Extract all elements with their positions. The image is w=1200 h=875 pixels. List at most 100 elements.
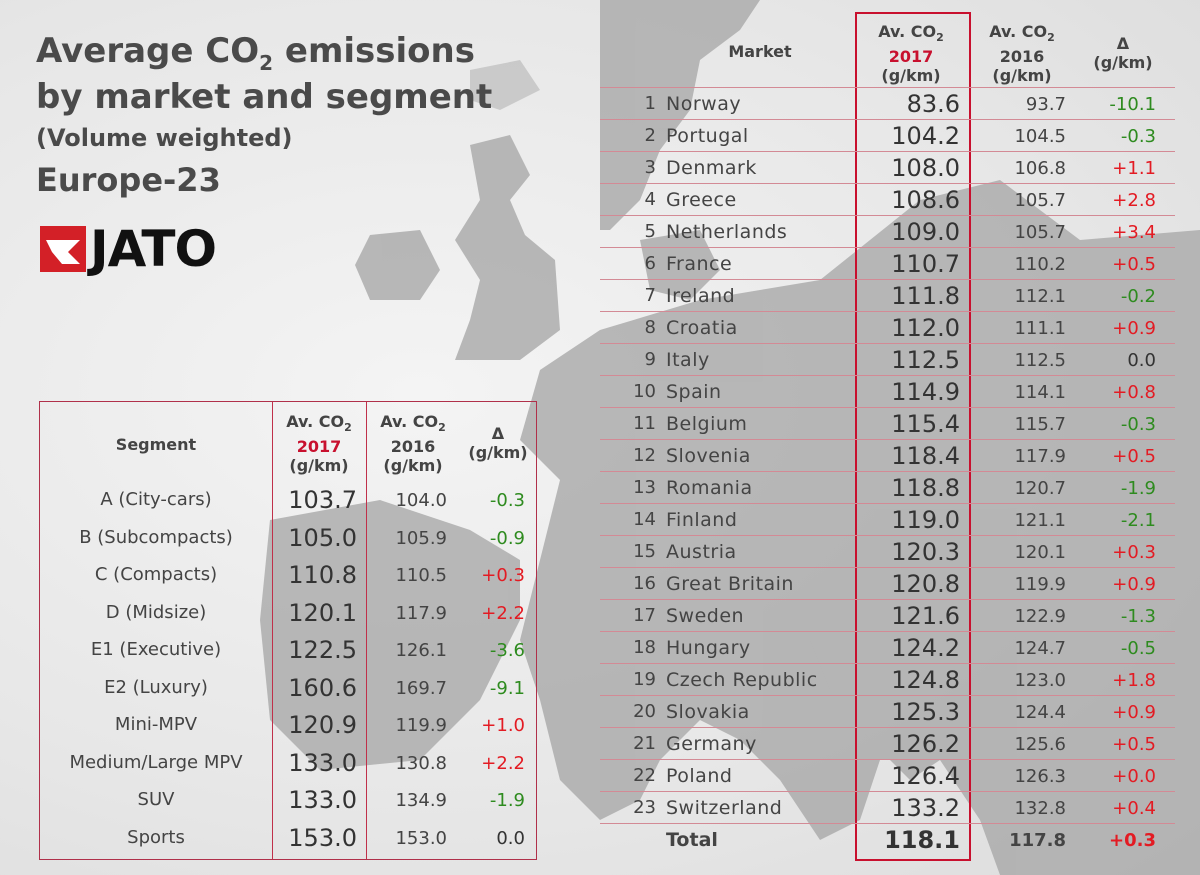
segment-name: Sports — [127, 826, 185, 848]
segment-value-2017: 110.8 — [288, 561, 357, 589]
market-name: Slovakia — [666, 701, 750, 723]
market-value-2017: 115.4 — [891, 410, 960, 438]
market-name: Denmark — [666, 157, 757, 179]
market-row-divider — [600, 599, 1175, 600]
market-row-divider — [600, 759, 1175, 760]
market-value-2017: 125.3 — [891, 698, 960, 726]
market-rank: 13 — [633, 477, 656, 498]
market-delta: -0.2 — [1120, 286, 1156, 307]
market-delta: -0.3 — [1120, 126, 1156, 147]
segment-name: Medium/Large MPV — [69, 751, 243, 773]
market-total-divider — [600, 823, 1175, 824]
market-delta: +0.8 — [1112, 382, 1156, 403]
segment-name: SUV — [137, 789, 175, 810]
segment-value-2017: 120.1 — [288, 598, 357, 627]
segment-delta: -1.9 — [489, 790, 525, 811]
market-name: Austria — [666, 541, 737, 563]
title-subtitle: (Volume weighted) — [36, 124, 293, 152]
segment-value-2016: 117.9 — [395, 602, 447, 624]
market-value-2016: 114.1 — [1014, 382, 1066, 403]
market-name: Greece — [666, 189, 737, 211]
market-name: Italy — [666, 349, 710, 371]
market-value-2016: 121.1 — [1014, 510, 1066, 531]
market-value-2016: 120.1 — [1014, 542, 1066, 563]
market-rank: 9 — [644, 349, 656, 370]
market-value-2016: 105.7 — [1014, 190, 1066, 211]
segment-divider-1 — [272, 402, 273, 859]
market-value-2017: 119.0 — [891, 506, 960, 534]
market-table: Market Av. CO2 2017 (g/km) Av. CO2 2016 … — [600, 12, 1175, 865]
market-header-delta: Δ (g/km) — [1093, 34, 1153, 72]
market-delta: -0.3 — [1120, 414, 1156, 435]
segment-delta: 0.0 — [496, 827, 525, 849]
market-value-2016: 117.9 — [1014, 446, 1066, 467]
segment-header-av2017: Av. CO2 2017 (g/km) — [286, 412, 352, 476]
market-delta: +0.5 — [1112, 254, 1156, 275]
market-row-divider — [600, 695, 1175, 696]
market-rank: 20 — [633, 701, 656, 722]
market-value-2017: 112.5 — [891, 346, 960, 374]
market-delta: +0.9 — [1112, 574, 1156, 595]
market-total-delta: +0.3 — [1109, 830, 1156, 851]
market-rank: 19 — [633, 669, 656, 690]
market-name: Netherlands — [666, 221, 788, 243]
market-value-2017: 120.8 — [891, 570, 960, 598]
market-rank: 18 — [633, 637, 656, 658]
market-rank: 7 — [644, 285, 656, 306]
jato-logo-text: JATO — [90, 220, 217, 278]
segment-name: E2 (Luxury) — [104, 676, 208, 698]
segment-delta: -3.6 — [489, 640, 525, 661]
segment-name: E1 (Executive) — [90, 639, 222, 660]
market-row-divider — [600, 375, 1175, 376]
market-row-divider — [600, 279, 1175, 280]
market-value-2016: 119.9 — [1014, 574, 1066, 595]
market-row-divider — [600, 311, 1175, 312]
market-rank: 6 — [644, 253, 656, 274]
segment-value-2017: 120.9 — [288, 711, 357, 739]
market-delta: +3.4 — [1112, 222, 1156, 243]
market-row-divider — [600, 215, 1175, 216]
market-value-2016: 106.8 — [1014, 158, 1066, 179]
market-value-2017: 121.6 — [891, 602, 960, 630]
market-2017-highlight — [855, 12, 971, 861]
market-delta: +0.9 — [1112, 702, 1156, 723]
market-rank: 4 — [644, 189, 656, 210]
segment-divider-2 — [366, 402, 367, 859]
market-value-2017: 112.0 — [891, 314, 960, 342]
market-total-label: Total — [666, 829, 718, 851]
market-value-2017: 126.2 — [891, 730, 960, 758]
market-value-2017: 114.9 — [891, 378, 960, 406]
market-name: Croatia — [666, 317, 738, 339]
title-region: Europe-23 — [36, 161, 221, 199]
market-rank: 11 — [633, 413, 656, 434]
segment-value-2017: 122.5 — [288, 636, 357, 664]
segment-value-2016: 110.5 — [395, 565, 447, 586]
market-value-2017: 124.2 — [891, 634, 960, 662]
market-delta: 0.0 — [1127, 350, 1156, 371]
market-rank: 22 — [633, 765, 656, 786]
market-name: Germany — [666, 733, 757, 755]
market-value-2017: 108.6 — [891, 186, 960, 214]
market-delta: +1.1 — [1112, 158, 1156, 179]
title-line-1: Average CO2 emissions — [36, 31, 475, 75]
market-value-2017: 118.4 — [891, 442, 960, 470]
market-value-2016: 111.1 — [1014, 318, 1066, 339]
market-name: Ireland — [666, 285, 736, 307]
segment-value-2016: 130.8 — [395, 752, 447, 774]
market-row-divider — [600, 407, 1175, 408]
segment-value-2016: 134.9 — [395, 790, 447, 811]
market-rank: 10 — [633, 381, 656, 402]
market-name: Finland — [666, 509, 738, 531]
segment-delta: -0.9 — [489, 527, 525, 549]
market-row-divider — [600, 663, 1175, 664]
market-value-2016: 112.5 — [1014, 350, 1066, 371]
market-value-2016: 124.4 — [1014, 702, 1066, 723]
segment-delta: +2.2 — [481, 602, 525, 624]
market-value-2016: 124.7 — [1014, 638, 1066, 659]
market-value-2017: 109.0 — [891, 218, 960, 246]
market-value-2017: 126.4 — [891, 762, 960, 790]
segment-name: Mini-MPV — [114, 714, 198, 735]
market-name: Czech Republic — [666, 669, 818, 691]
market-delta: -0.5 — [1120, 638, 1156, 659]
